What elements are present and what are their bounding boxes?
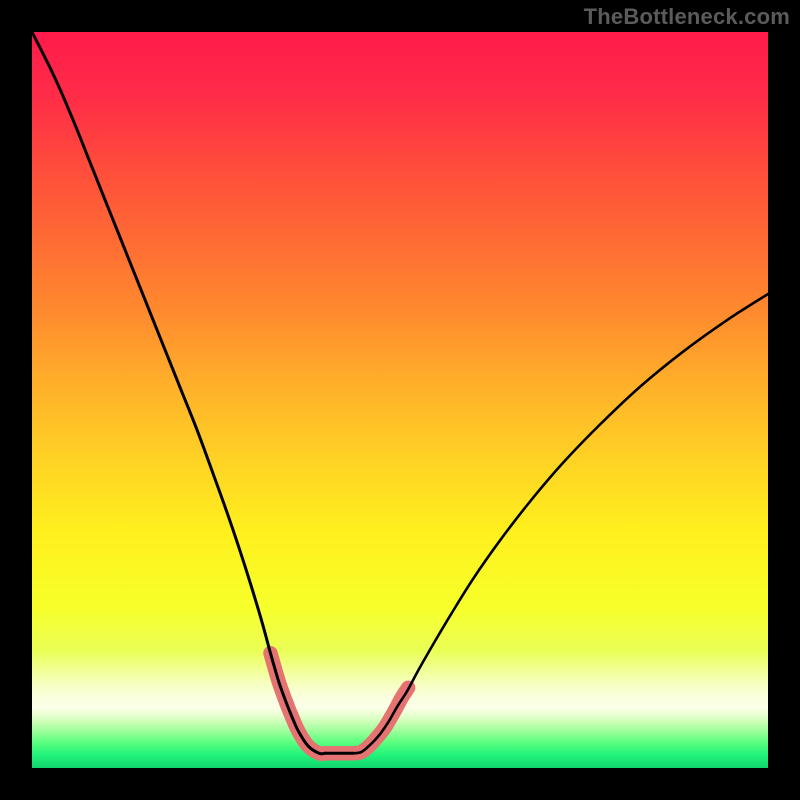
bottleneck-chart-svg [0,0,800,800]
chart-canvas: TheBottleneck.com [0,0,800,800]
plot-area [32,32,768,768]
watermark-text: TheBottleneck.com [584,4,790,30]
